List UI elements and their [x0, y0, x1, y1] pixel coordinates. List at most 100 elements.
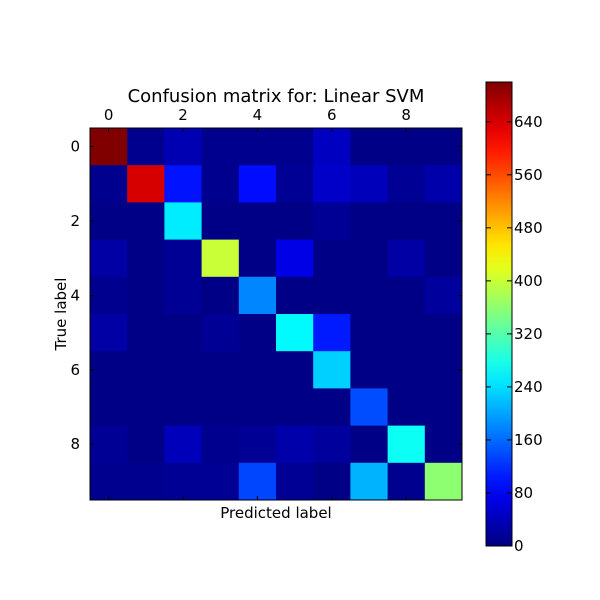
heatmap-cell: [313, 462, 351, 501]
colorbar-tick-label: 480: [514, 219, 543, 237]
heatmap-cell: [238, 202, 277, 241]
heatmap-cell: [387, 314, 426, 352]
heatmap-cell: [350, 165, 389, 203]
heatmap-cell: [387, 351, 426, 389]
colorbar-tick-label: 400: [514, 272, 543, 290]
colorbar-tick-label: 0: [514, 537, 524, 555]
heatmap-cell: [127, 202, 165, 241]
heatmap-cell: [238, 128, 277, 166]
heatmap-cell: [350, 351, 389, 389]
y-tick-label: 4: [70, 286, 80, 304]
heatmap-cell: [424, 388, 463, 427]
heatmap-cell: [387, 276, 426, 315]
heatmap-cell: [164, 239, 203, 278]
heatmap-cell: [238, 314, 277, 352]
heatmap-cell: [276, 128, 314, 166]
heatmap-cell: [90, 314, 128, 352]
heatmap-cell: [387, 425, 426, 464]
y-axis-ticks: 0 2 4 6 8: [70, 138, 462, 453]
heatmap-cell: [424, 314, 463, 352]
heatmap-cell: [424, 462, 463, 501]
heatmap-cell: [127, 239, 165, 278]
heatmap-cell: [238, 351, 277, 389]
colorbar-tick-label: 240: [514, 378, 543, 396]
x-tick-label: 8: [401, 106, 411, 124]
heatmap-cell: [387, 202, 426, 241]
heatmap-cell: [424, 425, 463, 464]
heatmap-cell: [350, 314, 389, 352]
x-axis-ticks: 0 2 4 6 8: [104, 106, 411, 500]
heatmap-cell: [90, 388, 128, 427]
heatmap-cell: [350, 128, 389, 166]
heatmap-cell: [350, 462, 389, 501]
x-axis-label: Predicted label: [220, 504, 331, 522]
heatmap-cell: [313, 276, 351, 315]
heatmap-cell: [313, 425, 351, 464]
heatmap-cell: [164, 351, 203, 389]
heatmap-cell: [90, 425, 128, 464]
heatmap-cell: [201, 314, 240, 352]
heatmap-cell: [238, 165, 277, 203]
heatmap-cell: [164, 202, 203, 241]
heatmap-cell: [350, 425, 389, 464]
heatmap-cell: [276, 351, 314, 389]
y-tick-label: 6: [70, 361, 80, 379]
heatmap-cell: [387, 462, 426, 501]
heatmap-cell: [201, 128, 240, 166]
plot-frame: [89, 127, 463, 501]
heatmap-cell: [164, 462, 203, 501]
heatmap-cell: [387, 165, 426, 203]
heatmap-cell: [164, 276, 203, 315]
heatmap-cell: [276, 425, 314, 464]
heatmap-cell: [201, 276, 240, 315]
heatmap-cell: [90, 276, 128, 315]
heatmap-cell: [90, 202, 128, 241]
heatmap-cell: [164, 314, 203, 352]
colorbar-tick-label: 320: [514, 325, 543, 343]
heatmap-cell: [164, 128, 203, 166]
heatmap-cell: [276, 314, 314, 352]
heatmap-cell: [313, 239, 351, 278]
y-axis-label: True label: [52, 278, 70, 352]
colorbar: [485, 81, 513, 547]
heatmap-cell: [313, 128, 351, 166]
heatmap-cell: [201, 202, 240, 241]
heatmap-cell: [127, 314, 165, 352]
heatmap-cell: [276, 462, 314, 501]
heatmap-cell: [90, 128, 128, 166]
heatmap-cell: [201, 239, 240, 278]
heatmap-cell: [201, 165, 240, 203]
heatmap-cell: [238, 425, 277, 464]
colorbar-tick-label: 560: [514, 166, 543, 184]
heatmap-cell: [313, 165, 351, 203]
heatmap-cell: [127, 165, 165, 203]
heatmap-cell: [90, 462, 128, 501]
heatmap-cell: [276, 165, 314, 203]
colorbar-tick-label: 640: [514, 113, 543, 131]
heatmap-cell: [276, 202, 314, 241]
heatmap-cell: [350, 202, 389, 241]
heatmap-cell: [313, 388, 351, 427]
heatmap-cell: [276, 276, 314, 315]
heatmap-cell: [90, 165, 128, 203]
heatmap-cell: [424, 202, 463, 241]
y-tick-label: 2: [70, 212, 80, 230]
heatmap-cell: [238, 239, 277, 278]
heatmap-cell: [238, 276, 277, 315]
heatmap-cell: [424, 239, 463, 278]
y-tick-label: 0: [70, 138, 80, 156]
heatmap-cell: [201, 425, 240, 464]
x-tick-label: 2: [178, 106, 188, 124]
chart-title: Confusion matrix for: Linear SVM: [128, 86, 425, 107]
heatmap-cell: [387, 239, 426, 278]
x-tick-label: 0: [104, 106, 114, 124]
heatmap-cell: [313, 314, 351, 352]
y-tick-label: 8: [70, 435, 80, 453]
colorbar-tick-label: 80: [514, 484, 533, 502]
heatmap-cell: [276, 239, 314, 278]
heatmap-cell: [164, 165, 203, 203]
heatmap-cell: [201, 462, 240, 501]
x-tick-label: 4: [253, 106, 263, 124]
x-tick-label: 6: [327, 106, 337, 124]
